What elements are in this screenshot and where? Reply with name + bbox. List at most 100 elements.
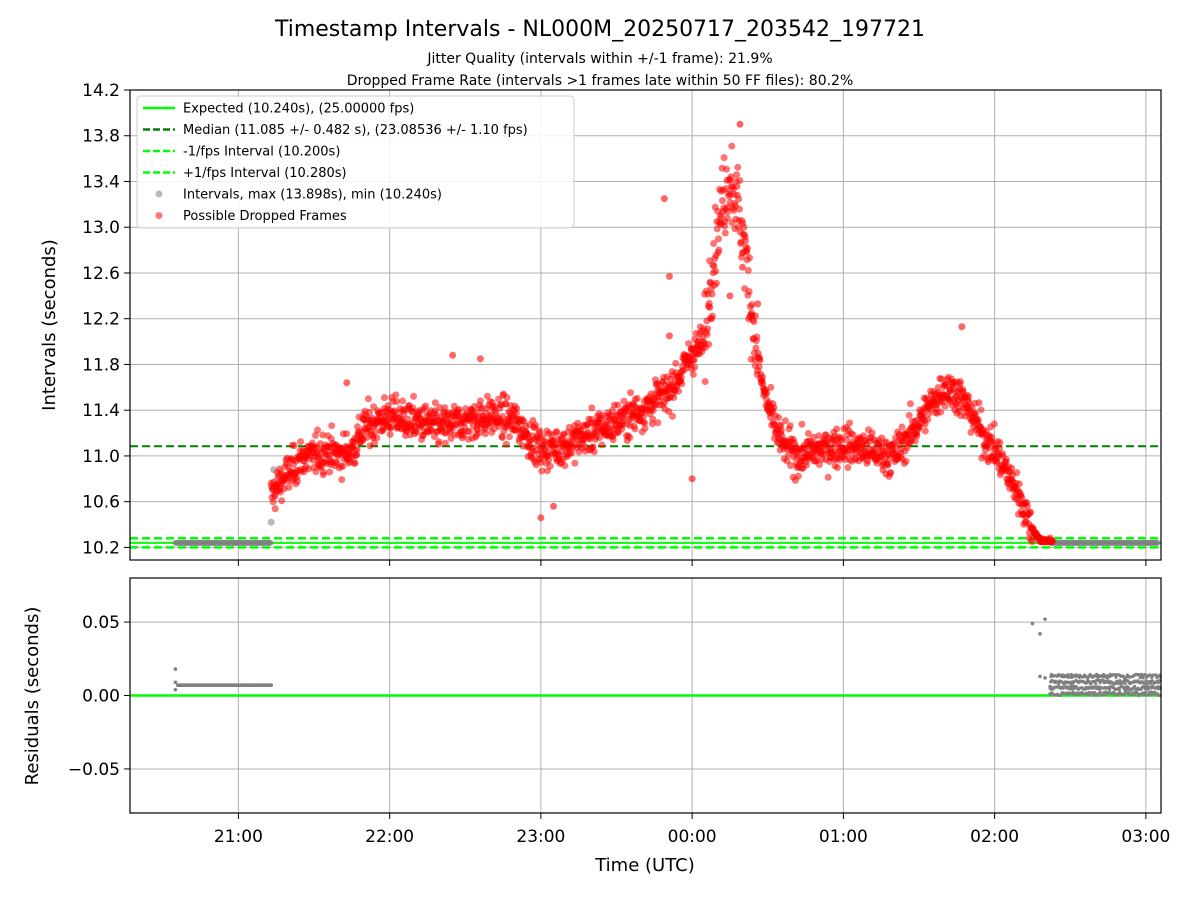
dropped-frame-outlier xyxy=(660,195,668,203)
residual-point xyxy=(1115,679,1119,683)
dropped-frame-point xyxy=(715,246,723,254)
dropped-frame-point xyxy=(539,432,547,440)
dropped-frame-point xyxy=(708,290,716,298)
dropped-frame-point xyxy=(924,415,932,423)
interval-point xyxy=(267,539,274,546)
top-y-tick-label-9: 13.8 xyxy=(82,127,120,147)
dropped-frame-point xyxy=(441,439,449,447)
dropped-frame-outlier xyxy=(706,303,714,311)
dropped-frame-point xyxy=(718,197,726,205)
dropped-frame-outlier xyxy=(343,379,351,387)
dropped-frame-point xyxy=(815,460,823,468)
dropped-frame-point xyxy=(333,458,341,466)
x-tick-label-4: 01:00 xyxy=(819,827,868,847)
dropped-frame-point xyxy=(678,380,686,388)
dropped-frame-point xyxy=(271,505,279,513)
top-y-tick-label-2: 11.0 xyxy=(82,447,120,467)
dropped-frame-point xyxy=(990,420,998,428)
residual-point xyxy=(249,683,253,688)
dropped-frame-point xyxy=(1048,538,1056,546)
residual-point xyxy=(1030,621,1035,626)
residual-point xyxy=(1038,632,1042,636)
dropped-frame-point xyxy=(974,416,982,424)
dropped-frame-point xyxy=(404,415,412,423)
x-axis-label: Time (UTC) xyxy=(594,855,695,876)
dropped-frame-point xyxy=(380,394,388,402)
dropped-frame-point xyxy=(1015,480,1023,488)
dropped-frame-point xyxy=(316,440,324,448)
x-tick-label-1: 22:00 xyxy=(365,827,414,847)
dropped-frame-point xyxy=(654,419,662,427)
chart-subtitle-jitter: Jitter Quality (intervals within +/-1 fr… xyxy=(426,51,772,67)
dropped-frame-point xyxy=(740,223,748,231)
dropped-frame-point xyxy=(708,312,716,320)
dropped-frame-point xyxy=(745,288,753,296)
dropped-frame-outlier xyxy=(549,502,557,510)
dropped-frame-point xyxy=(641,419,649,427)
dropped-frame-point xyxy=(506,433,514,441)
legend-label-0: Expected (10.240s), (25.00000 fps) xyxy=(183,102,414,117)
dropped-frame-point xyxy=(887,469,895,477)
interval-point xyxy=(267,518,275,526)
dropped-frame-point xyxy=(744,266,752,274)
dropped-frame-point xyxy=(532,421,540,429)
dropped-frame-point xyxy=(777,426,785,434)
dropped-frame-point xyxy=(393,398,401,406)
dropped-frame-point xyxy=(727,173,735,181)
residual-point xyxy=(1118,679,1122,683)
dropped-frame-point xyxy=(328,422,336,430)
dropped-frame-outlier xyxy=(958,323,966,331)
legend-swatch-5 xyxy=(155,212,163,219)
dropped-frame-point xyxy=(977,406,985,414)
dropped-frame-point xyxy=(413,428,421,436)
dropped-frame-point xyxy=(370,439,378,447)
dropped-frame-point xyxy=(339,462,347,470)
bottom-y-tick-label-0: −0.05 xyxy=(68,760,120,780)
dropped-frame-point xyxy=(285,483,293,491)
chart-subtitle-dropped: Dropped Frame Rate (intervals >1 frames … xyxy=(347,73,854,89)
dropped-frame-point xyxy=(713,225,721,233)
residual-point xyxy=(1058,693,1063,697)
dropped-frame-point xyxy=(441,404,449,412)
legend-label-4: Intervals, max (13.898s), min (10.240s) xyxy=(183,188,442,203)
dropped-frame-point xyxy=(568,449,576,457)
dropped-frame-point xyxy=(422,402,430,410)
dropped-frame-point xyxy=(691,363,699,371)
dropped-frame-point xyxy=(338,476,346,484)
dropped-frame-point xyxy=(435,438,443,446)
top-y-ticks: 10.2 10.6 11.0 11.4 11.8 12.2 12.6 13.0 13.4 13.8… xyxy=(82,81,130,558)
dropped-frame-point xyxy=(934,383,942,391)
dropped-frame-point xyxy=(436,404,444,412)
dropped-frame-point xyxy=(905,411,913,419)
dropped-frame-point xyxy=(804,429,812,437)
residual-point xyxy=(1133,684,1137,688)
dropped-frame-point xyxy=(975,399,983,407)
residual-point xyxy=(1043,676,1047,680)
dropped-frame-point xyxy=(748,301,756,309)
dropped-frame-point xyxy=(614,401,622,409)
bottom-y-axis-label: Residuals (seconds) xyxy=(22,607,43,786)
top-plot-frame xyxy=(129,89,1162,561)
dropped-frame-point xyxy=(710,240,718,248)
dropped-frame-point xyxy=(410,392,418,400)
dropped-frame-point xyxy=(373,434,381,442)
dropped-frame-point xyxy=(399,397,407,405)
top-y-tick-label-8: 13.4 xyxy=(82,172,120,192)
top-y-tick-label-10: 14.2 xyxy=(82,81,120,101)
dropped-frame-point xyxy=(627,389,635,397)
residual-point xyxy=(1098,690,1103,694)
dropped-frame-point xyxy=(409,404,417,412)
dropped-frame-point xyxy=(988,433,996,441)
residual-point xyxy=(1145,684,1149,688)
residual-point xyxy=(1144,678,1148,683)
dropped-frame-point xyxy=(353,451,361,459)
dropped-frame-point xyxy=(736,177,744,185)
dropped-frame-point xyxy=(675,387,683,395)
dropped-frame-point xyxy=(462,405,470,413)
dropped-frame-point xyxy=(752,344,760,352)
dropped-frame-point xyxy=(993,457,1001,465)
top-y-tick-label-6: 12.6 xyxy=(82,264,120,284)
dropped-frame-point xyxy=(787,462,795,470)
legend-label-1: Median (11.085 +/- 0.482 s), (23.08536 +… xyxy=(183,123,528,138)
